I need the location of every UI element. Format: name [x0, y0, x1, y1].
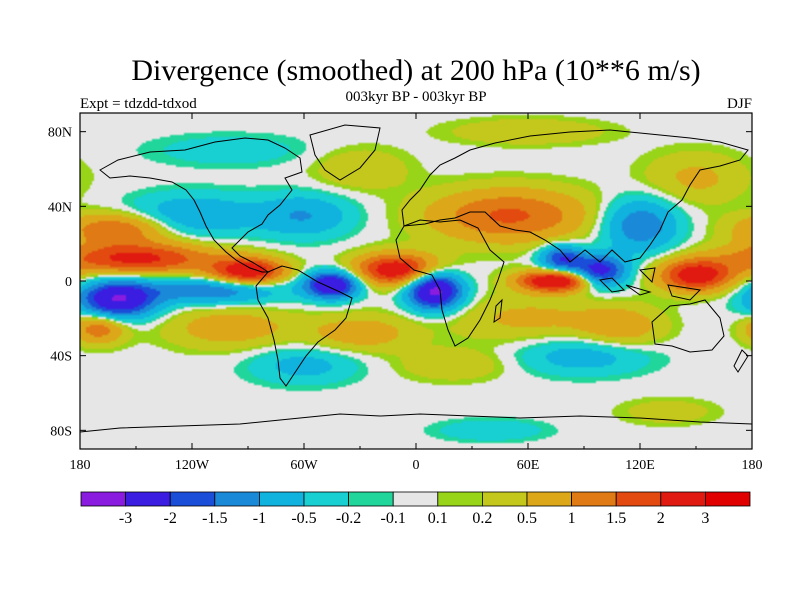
coastline-greenland [309, 124, 381, 181]
x-tick-label: 120W [175, 458, 210, 473]
colorbar: -3 -2 -1.5 -1 -0.5 -0.2 -0.1 0.1 0.2 0.5 1 1.5 2 3 [80, 491, 751, 527]
coastline-eurasia [401, 129, 749, 263]
x-tick-label: 0 [413, 458, 420, 473]
x-tick-label: 60W [290, 458, 318, 473]
chart-subtitle: 003kyr BP - 003kyr BP [345, 89, 486, 105]
colorbar-label: 1.5 [606, 510, 626, 527]
colorbar-label: 0.5 [517, 510, 537, 527]
chart-title: Divergence (smoothed) at 200 hPa (10**6 … [131, 54, 700, 87]
colorbar-label: 0.1 [428, 510, 448, 527]
colorbar-label: 3 [701, 510, 709, 527]
x-tick-label: 120E [625, 458, 655, 473]
colorbar-label: -0.2 [336, 510, 361, 527]
y-tick-label: 40N [48, 200, 72, 215]
y-axis: 80N 40N 0 40S 80S [48, 126, 752, 439]
y-tick-label: 0 [65, 275, 72, 290]
colorbar-label: 0.2 [472, 510, 492, 527]
divergence-map [80, 113, 752, 449]
colorbar-swatch [392, 491, 439, 507]
experiment-label: Expt = tdzdd-tdxod [80, 96, 197, 112]
coastline-australia [651, 299, 725, 353]
x-tick-label: 60E [517, 458, 540, 473]
colorbar-swatch [615, 491, 662, 507]
season-label: DJF [727, 96, 752, 112]
y-tick-label: 40S [50, 350, 72, 365]
coastline-madagascar [493, 298, 503, 324]
colorbar-label: -0.1 [381, 510, 406, 527]
colorbar-swatch [303, 491, 349, 507]
coastline-south-america [255, 265, 353, 387]
colorbar-swatch [571, 491, 617, 507]
colorbar-swatch [125, 491, 171, 507]
coastline-new-zealand [733, 349, 749, 373]
colorbar-swatch [80, 491, 126, 507]
colorbar-label: -1 [253, 510, 266, 527]
colorbar-swatch [437, 491, 483, 507]
divergence-field [80, 113, 752, 449]
coastline-africa [395, 219, 505, 347]
colorbar-swatch [660, 491, 706, 507]
y-tick-label: 80N [48, 126, 72, 141]
colorbar-label: -3 [119, 510, 132, 527]
colorbar-swatch [214, 491, 260, 507]
colorbar-label: -0.5 [291, 510, 316, 527]
colorbar-swatch [705, 491, 751, 507]
colorbar-swatch [348, 491, 394, 507]
coastline-antarctica [80, 413, 752, 433]
coastlines [80, 124, 752, 433]
x-axis: 180 120W 60W 0 60E 120E 180 [70, 113, 763, 473]
y-tick-label: 80S [50, 424, 72, 439]
colorbar-swatch [481, 491, 528, 507]
colorbar-swatch [169, 491, 216, 507]
colorbar-label: -2 [164, 510, 177, 527]
coastline-maritime-continent [598, 267, 702, 301]
colorbar-swatch [526, 491, 572, 507]
colorbar-label: 2 [657, 510, 665, 527]
colorbar-swatch [258, 491, 305, 507]
x-tick-label: 180 [742, 458, 763, 473]
colorbar-label: -1.5 [202, 510, 227, 527]
colorbar-label: 1 [568, 510, 576, 527]
x-tick-label: 180 [70, 458, 91, 473]
coastline-north-america [99, 137, 303, 273]
